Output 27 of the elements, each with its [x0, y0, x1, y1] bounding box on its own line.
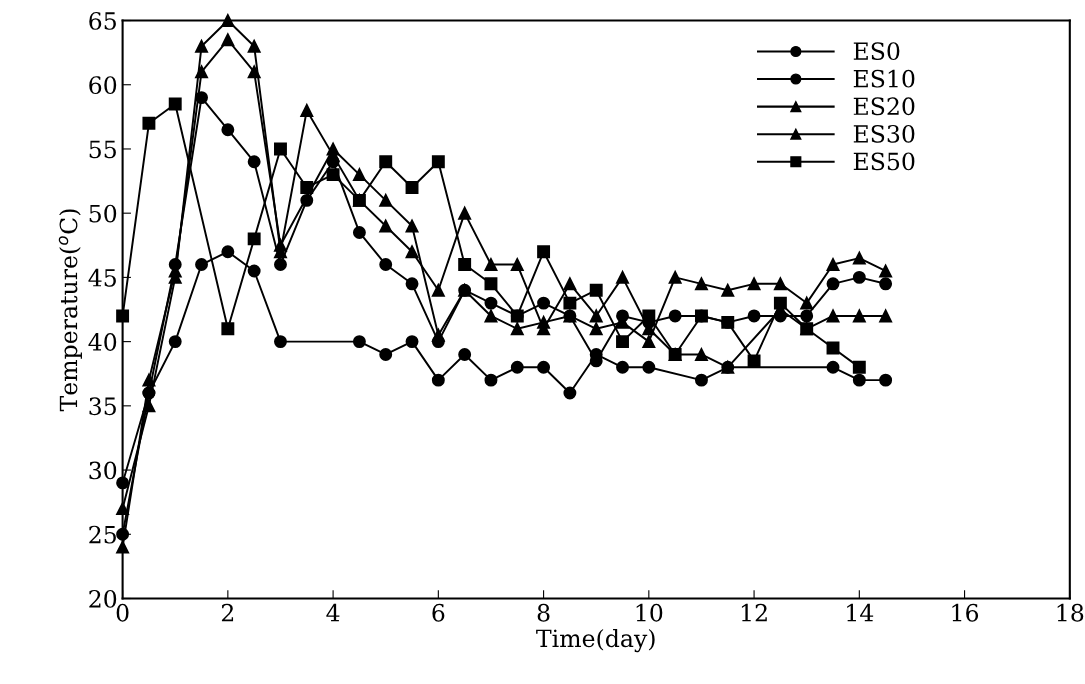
- y-tick-label: 50: [89, 204, 117, 223]
- x-tick-label: 0: [116, 603, 129, 622]
- x-tick-label: 4: [326, 603, 340, 622]
- legend-label: ES20: [853, 97, 915, 116]
- x-tick-label: 18: [1057, 603, 1084, 622]
- x-tick-label: 14: [847, 603, 874, 622]
- y-tick-label: 60: [89, 76, 117, 95]
- y-tick-label: 20: [89, 589, 117, 608]
- x-tick-label: 2: [221, 603, 234, 622]
- x-tick-label: 16: [952, 603, 979, 622]
- legend-label: ES0: [853, 42, 900, 61]
- y-tick-label: 65: [89, 11, 116, 30]
- legend-label: ES50: [853, 152, 915, 171]
- x-tick-label: 6: [432, 603, 445, 622]
- legend-label: ES30: [853, 124, 915, 143]
- x-tick-label: 8: [537, 603, 550, 622]
- x-axis-title: Time(day): [536, 628, 655, 653]
- y-tick-label: 40: [88, 333, 117, 351]
- y-tick-label: 35: [89, 397, 116, 416]
- legend-label: ES10: [853, 69, 915, 88]
- y-tick-label: 45: [88, 268, 116, 287]
- y-tick-label: 55: [89, 140, 116, 159]
- x-tick-label: 10: [636, 603, 663, 622]
- y-axis-title: Temperature($^{o}$C): [58, 209, 82, 412]
- x-tick-label: 12: [741, 603, 767, 622]
- y-tick-label: 30: [89, 461, 117, 480]
- y-tick-label: 25: [89, 525, 116, 544]
